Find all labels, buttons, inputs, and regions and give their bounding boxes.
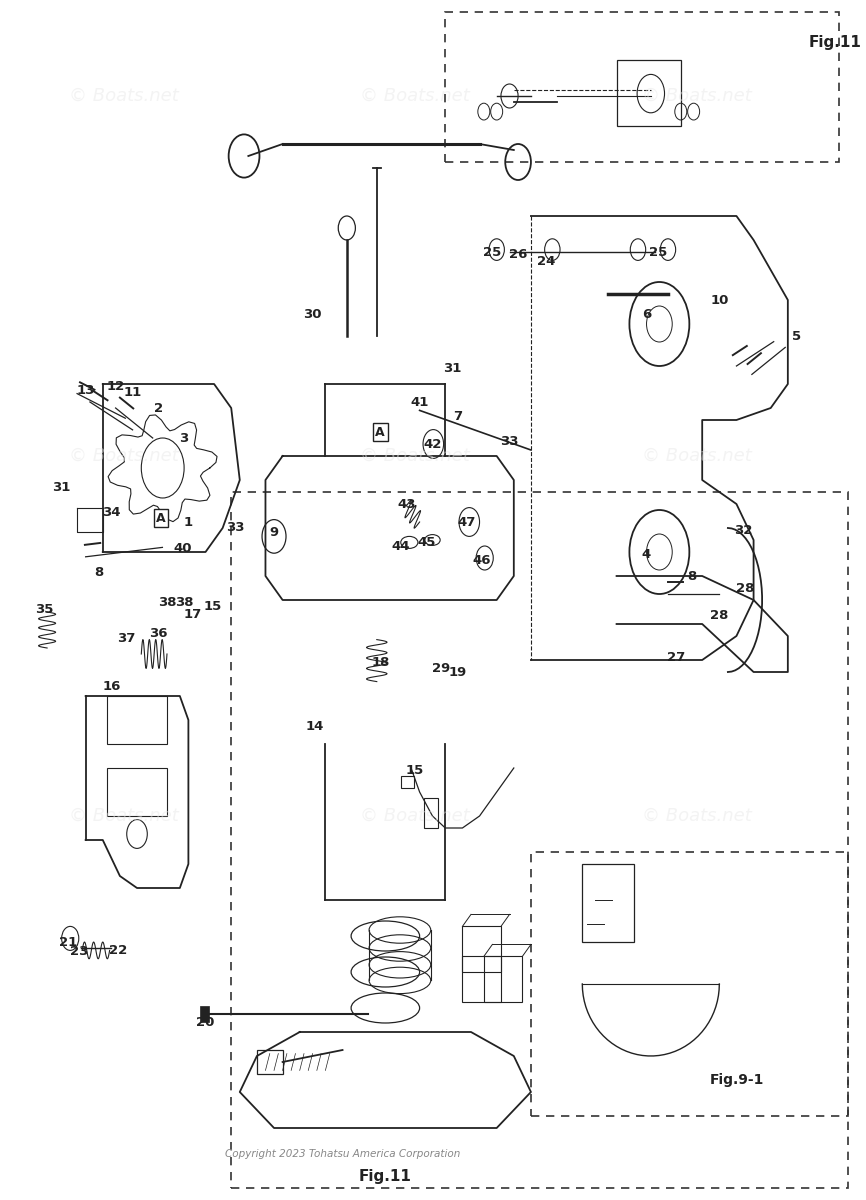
Text: Fig.9-1: Fig.9-1 xyxy=(709,1073,764,1087)
Text: 2: 2 xyxy=(154,402,163,414)
Text: 26: 26 xyxy=(509,248,527,260)
Text: 6: 6 xyxy=(642,308,651,320)
Text: © Boats.net: © Boats.net xyxy=(359,446,469,464)
Text: 30: 30 xyxy=(303,308,322,320)
Bar xyxy=(462,956,501,1002)
Text: 40: 40 xyxy=(173,542,191,554)
Text: © Boats.net: © Boats.net xyxy=(68,86,178,104)
Text: 28: 28 xyxy=(736,582,754,594)
Text: 15: 15 xyxy=(204,600,222,612)
Bar xyxy=(445,12,839,162)
Text: 4: 4 xyxy=(642,548,651,560)
Text: 36: 36 xyxy=(149,628,168,640)
Text: 17: 17 xyxy=(184,608,202,620)
Text: 28: 28 xyxy=(710,610,728,622)
Bar xyxy=(200,1006,209,1022)
Text: 5: 5 xyxy=(792,330,801,342)
Text: © Boats.net: © Boats.net xyxy=(68,806,178,826)
Text: 11: 11 xyxy=(124,386,142,398)
Text: 32: 32 xyxy=(734,524,753,536)
Bar xyxy=(257,1050,282,1074)
Text: A: A xyxy=(375,426,385,438)
Text: 3: 3 xyxy=(179,432,189,444)
Text: 29: 29 xyxy=(432,662,450,674)
Text: 24: 24 xyxy=(537,256,555,268)
Bar xyxy=(582,864,634,942)
Bar xyxy=(423,798,437,828)
Text: 37: 37 xyxy=(118,632,136,644)
Text: 43: 43 xyxy=(397,498,416,510)
Text: 47: 47 xyxy=(457,516,476,528)
Text: 8: 8 xyxy=(94,566,103,578)
Text: 31: 31 xyxy=(53,481,71,493)
Text: 15: 15 xyxy=(405,764,423,776)
Text: Copyright 2023 Tohatsu America Corporation: Copyright 2023 Tohatsu America Corporati… xyxy=(225,1150,460,1159)
Text: 22: 22 xyxy=(109,944,127,956)
Text: 19: 19 xyxy=(449,666,468,678)
Text: 16: 16 xyxy=(102,680,120,692)
Bar xyxy=(107,768,167,816)
Text: 25: 25 xyxy=(649,246,667,258)
Text: 31: 31 xyxy=(443,362,462,374)
Text: 14: 14 xyxy=(306,720,325,732)
Text: 42: 42 xyxy=(423,438,442,450)
Text: A: A xyxy=(156,512,165,524)
Text: 34: 34 xyxy=(102,506,120,518)
Text: 13: 13 xyxy=(76,384,94,396)
Text: 1: 1 xyxy=(184,516,193,528)
Text: 45: 45 xyxy=(417,536,436,548)
Text: 38: 38 xyxy=(175,596,193,608)
Bar xyxy=(462,926,501,972)
Text: Fig.11: Fig.11 xyxy=(809,35,862,49)
Text: 20: 20 xyxy=(197,1016,215,1028)
Text: 41: 41 xyxy=(410,396,429,408)
Text: 10: 10 xyxy=(710,294,728,306)
Text: 25: 25 xyxy=(483,246,501,258)
Text: 46: 46 xyxy=(472,554,490,566)
Text: © Boats.net: © Boats.net xyxy=(643,446,752,464)
Text: © Boats.net: © Boats.net xyxy=(68,446,178,464)
Text: © Boats.net: © Boats.net xyxy=(643,806,752,826)
Text: 18: 18 xyxy=(372,656,391,668)
Text: 9: 9 xyxy=(269,527,279,539)
Bar xyxy=(107,696,167,744)
Text: 33: 33 xyxy=(501,436,519,448)
Text: 8: 8 xyxy=(688,570,696,582)
Text: © Boats.net: © Boats.net xyxy=(643,86,752,104)
Bar xyxy=(484,956,522,1002)
Text: 35: 35 xyxy=(36,604,54,616)
Text: 21: 21 xyxy=(60,936,78,948)
Text: 33: 33 xyxy=(226,522,245,534)
Text: 27: 27 xyxy=(668,652,686,664)
Text: 12: 12 xyxy=(107,380,125,392)
Text: Fig.11: Fig.11 xyxy=(359,1169,412,1183)
Bar xyxy=(231,492,848,1188)
Text: 44: 44 xyxy=(391,540,410,552)
Text: 38: 38 xyxy=(158,596,177,608)
Text: 7: 7 xyxy=(454,410,462,422)
Bar xyxy=(617,60,681,126)
Text: © Boats.net: © Boats.net xyxy=(359,86,469,104)
Text: © Boats.net: © Boats.net xyxy=(359,806,469,826)
Bar xyxy=(531,852,848,1116)
Bar xyxy=(401,776,415,788)
Text: 23: 23 xyxy=(70,946,89,958)
